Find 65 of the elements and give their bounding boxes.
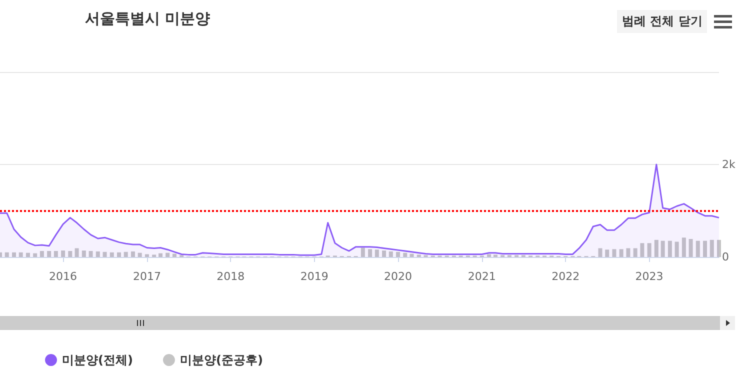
bar bbox=[40, 250, 44, 257]
x-tick-label: 2019 bbox=[300, 270, 328, 283]
bar bbox=[605, 250, 610, 257]
bar bbox=[54, 250, 58, 257]
bar bbox=[144, 254, 149, 257]
bar bbox=[640, 243, 644, 257]
bar bbox=[96, 251, 100, 257]
bar bbox=[633, 248, 638, 257]
bar bbox=[82, 250, 86, 257]
x-tick-label: 2016 bbox=[49, 270, 78, 283]
bar bbox=[688, 238, 693, 257]
legend-label: 미분양(준공후) bbox=[180, 353, 263, 367]
bar bbox=[612, 249, 616, 257]
bar bbox=[626, 248, 630, 257]
bar bbox=[61, 250, 66, 257]
bar bbox=[710, 240, 714, 257]
x-tick-label: 2018 bbox=[216, 270, 245, 283]
y-tick-label: 0 bbox=[722, 250, 729, 264]
bar bbox=[18, 252, 23, 257]
bar bbox=[374, 250, 379, 257]
x-tick-label: 2017 bbox=[132, 270, 161, 283]
bar bbox=[88, 250, 93, 257]
bar bbox=[703, 240, 708, 257]
bar bbox=[12, 252, 16, 257]
bar bbox=[33, 253, 38, 257]
bar bbox=[360, 248, 365, 257]
bar bbox=[598, 248, 602, 257]
x-tick-label: 2023 bbox=[635, 270, 664, 283]
bar bbox=[668, 240, 672, 257]
bar bbox=[172, 254, 176, 257]
y-tick-label: 2k bbox=[722, 158, 736, 171]
bar bbox=[368, 249, 372, 257]
bar bbox=[696, 240, 700, 257]
x-tick-label: 2020 bbox=[384, 270, 412, 283]
bar bbox=[487, 254, 492, 257]
bar bbox=[647, 243, 652, 257]
legend-label: 미분양(전체) bbox=[62, 353, 133, 367]
bar bbox=[26, 252, 30, 257]
bar bbox=[396, 252, 400, 257]
bar bbox=[717, 240, 721, 257]
bar bbox=[74, 248, 79, 257]
bar bbox=[124, 252, 128, 257]
bar bbox=[403, 252, 408, 257]
bar bbox=[68, 250, 72, 257]
x-tick-label: 2022 bbox=[552, 270, 580, 283]
bar bbox=[138, 252, 142, 257]
x-tick-label: 2021 bbox=[468, 270, 496, 283]
bar bbox=[130, 251, 135, 257]
bar bbox=[110, 252, 114, 257]
bar bbox=[47, 250, 52, 257]
bar bbox=[388, 251, 393, 257]
bar bbox=[410, 254, 414, 257]
bar bbox=[619, 249, 624, 257]
bar bbox=[102, 252, 107, 257]
bar bbox=[4, 252, 9, 257]
text: 범례 전체 닫기 bbox=[617, 10, 708, 33]
bar bbox=[660, 240, 665, 257]
bar bbox=[158, 253, 162, 257]
bar bbox=[116, 252, 121, 257]
chart-title: 서울특별시 미분양 bbox=[85, 10, 210, 28]
bar bbox=[682, 238, 686, 257]
bar bbox=[674, 242, 679, 257]
bar bbox=[654, 240, 658, 257]
bar bbox=[382, 250, 386, 257]
bar bbox=[166, 252, 170, 257]
